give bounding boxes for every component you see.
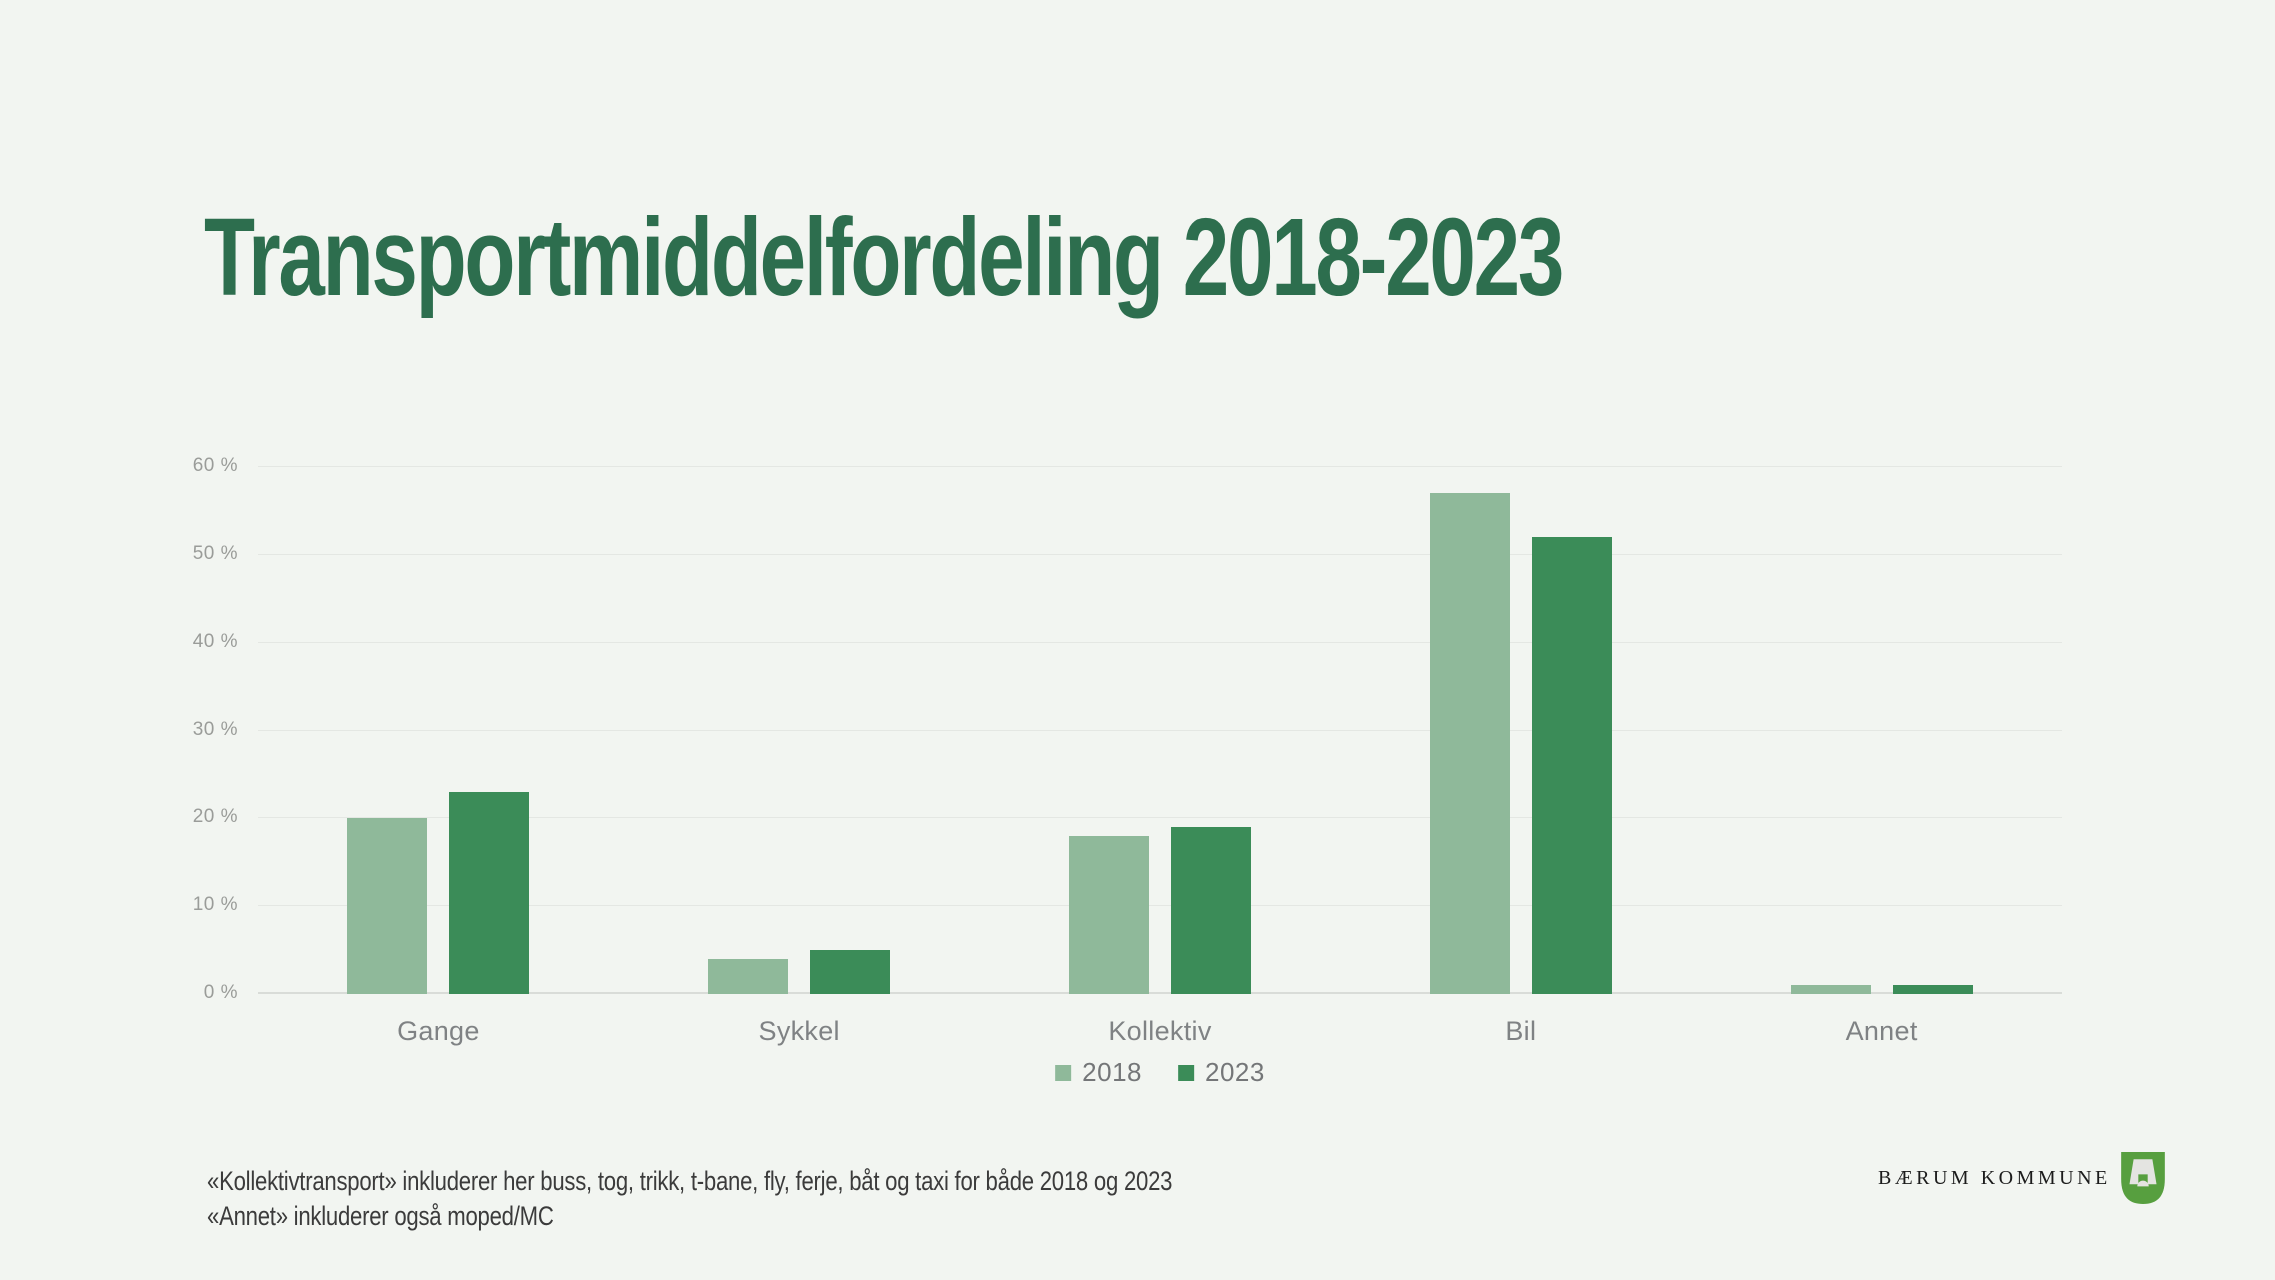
chart-legend: 2018 2023 (1055, 1057, 1265, 1088)
footnotes: «Kollektivtransport» inkluderer her buss… (207, 1164, 1172, 1234)
legend-item-2023: 2023 (1178, 1057, 1265, 1088)
y-axis-tick-label: 40 % (192, 630, 238, 652)
bar-2018-annet (1790, 985, 1871, 994)
gridline (258, 553, 2062, 555)
gridline (258, 466, 2062, 467)
bar-2018-gange (347, 818, 428, 994)
chart-title: Transportmiddelfordeling 2018-2023 (204, 196, 1564, 319)
x-axis-baseline (258, 992, 2062, 994)
bar-2023-annet (1892, 985, 1973, 994)
x-axis-category-label: Annet (1845, 1016, 1918, 1046)
legend-label: 2018 (1082, 1057, 1142, 1087)
bar-2023-kollektiv (1171, 827, 1251, 994)
legend-label: 2023 (1205, 1057, 1265, 1087)
logo-text: BÆRUM KOMMUNE (1878, 1166, 2111, 1189)
y-axis-tick-label: 0 % (203, 982, 238, 1003)
gridline (258, 817, 2062, 819)
bar-2018-kollektiv (1069, 835, 1149, 994)
footnote-line-2: «Annet» inkluderer også moped/MC (207, 1201, 554, 1231)
x-axis-category-label: Kollektiv (1108, 1016, 1212, 1046)
x-axis-category-label: Sykkel (758, 1016, 840, 1046)
bar-chart: 0 % 10 % 20 % 30 % 40 % 50 % 60 % Gange Sykkel Ko… (193, 455, 2062, 1126)
legend-swatch-icon (1178, 1064, 1194, 1081)
y-axis-tick-label: 60 % (192, 455, 238, 476)
logo: BÆRUM KOMMUNE (1878, 1152, 2165, 1204)
gridline (258, 905, 2062, 907)
y-axis-tick-label: 50 % (192, 542, 238, 564)
bar-2023-gange (449, 791, 530, 994)
x-axis-category-label: Gange (397, 1016, 480, 1046)
gridline (258, 729, 2062, 731)
x-axis-category-label: Bil (1505, 1016, 1537, 1046)
bar-2023-sykkel (810, 950, 891, 994)
footnote-line-1: «Kollektivtransport» inkluderer her buss… (207, 1166, 1173, 1196)
baerum-coat-of-arms-icon (2120, 1152, 2165, 1204)
bar-2018-bil (1429, 493, 1510, 994)
y-axis-tick-label: 20 % (192, 806, 238, 828)
legend-swatch-icon (1055, 1064, 1072, 1081)
bar-2018-sykkel (708, 958, 789, 994)
bar-2023-bil (1531, 537, 1612, 994)
legend-item-2018: 2018 (1055, 1057, 1142, 1088)
y-axis-tick-label: 30 % (192, 718, 238, 740)
y-axis-tick-label: 10 % (192, 894, 238, 916)
gridline (258, 641, 2062, 643)
plot-area: 0 % 10 % 20 % 30 % 40 % 50 % 60 % Gange Sykkel Ko… (193, 455, 2062, 1046)
